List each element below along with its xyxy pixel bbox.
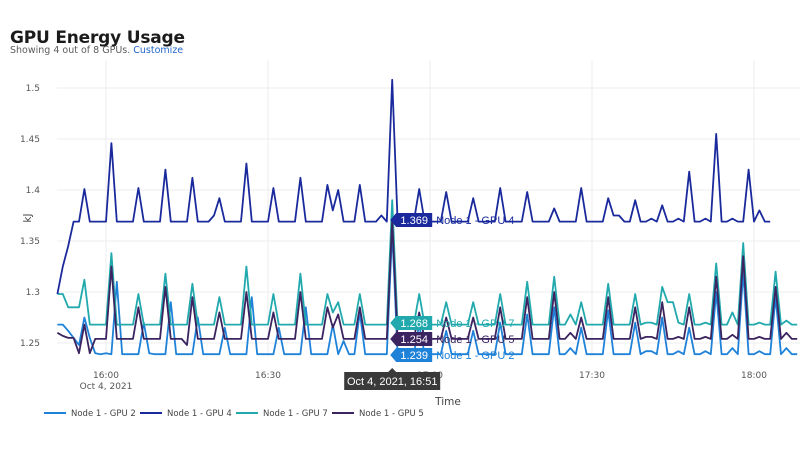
chart-title: GPU Energy Usage	[10, 28, 185, 48]
x-tick-label: 17:30	[579, 371, 605, 381]
svg-text:Node 1 - GPU 2: Node 1 - GPU 2	[71, 409, 136, 419]
svg-text:Oct 4, 2021, 16:51: Oct 4, 2021, 16:51	[347, 376, 438, 388]
legend-item-node-1-gpu-4[interactable]: Node 1 - GPU 4	[140, 409, 232, 419]
svg-text:1.254: 1.254	[400, 334, 428, 346]
x-tick-date: Oct 4, 2021	[80, 382, 133, 392]
y-tick-label: 1.5	[26, 84, 40, 94]
svg-text:1.369: 1.369	[400, 215, 428, 227]
customize-link[interactable]: Customize	[133, 45, 184, 56]
series-line-node-1-gpu-4	[56, 78, 771, 295]
gpu-count-text: Showing 4 out of 8 GPUs.	[10, 45, 131, 56]
legend-item-node-1-gpu-5[interactable]: Node 1 - GPU 5	[332, 409, 424, 419]
svg-text:Node 1 - GPU 4: Node 1 - GPU 4	[167, 409, 232, 419]
y-tick-label: 1.3	[26, 288, 40, 298]
hover-time-tooltip: Oct 4, 2021, 16:51	[344, 368, 441, 390]
y-tick-label: 1.35	[20, 237, 40, 247]
svg-text:Node 1 - GPU 7: Node 1 - GPU 7	[436, 318, 514, 330]
hover-labels: 1.369 Node 1 - GPU 41.268 Node 1 - GPU 71.…	[344, 213, 514, 390]
legend[interactable]: Node 1 - GPU 2 Node 1 - GPU 4 Node 1 - GPU…	[44, 409, 424, 419]
hover-label-node-1-gpu-5: 1.254 Node 1 - GPU 5	[390, 332, 514, 346]
x-axis-title: Time	[434, 396, 461, 408]
legend-item-node-1-gpu-2[interactable]: Node 1 - GPU 2	[44, 409, 136, 419]
svg-text:1.239: 1.239	[400, 350, 428, 362]
y-axis-title: kJ	[22, 213, 34, 222]
x-tick-label: 16:30	[255, 371, 281, 381]
y-tick-label: 1.25	[20, 339, 40, 349]
gridlines	[57, 60, 800, 356]
svg-text:Node 1 - GPU 4: Node 1 - GPU 4	[436, 215, 514, 227]
hover-label-node-1-gpu-2: 1.239 Node 1 - GPU 2	[390, 348, 514, 362]
y-tick-label: 1.45	[20, 135, 40, 145]
svg-text:1.268: 1.268	[400, 318, 428, 330]
svg-text:Node 1 - GPU 2: Node 1 - GPU 2	[436, 350, 514, 362]
svg-text:Node 1 - GPU 5: Node 1 - GPU 5	[436, 334, 514, 346]
y-axis: 1.25 1.3 1.35 1.4 1.45 1.5	[20, 84, 40, 349]
hover-label-node-1-gpu-4: 1.369 Node 1 - GPU 4	[390, 213, 514, 227]
x-tick-label: 18:00	[741, 371, 767, 381]
hover-label-node-1-gpu-7: 1.268 Node 1 - GPU 7	[390, 316, 514, 330]
chart-subtitle: Showing 4 out of 8 GPUs. Customize	[10, 45, 183, 56]
y-tick-label: 1.4	[26, 186, 41, 196]
legend-item-node-1-gpu-7[interactable]: Node 1 - GPU 7	[236, 409, 328, 419]
svg-text:Node 1 - GPU 7: Node 1 - GPU 7	[263, 409, 328, 419]
svg-text:Node 1 - GPU 5: Node 1 - GPU 5	[359, 409, 424, 419]
x-tick-label: 16:00	[93, 371, 119, 381]
